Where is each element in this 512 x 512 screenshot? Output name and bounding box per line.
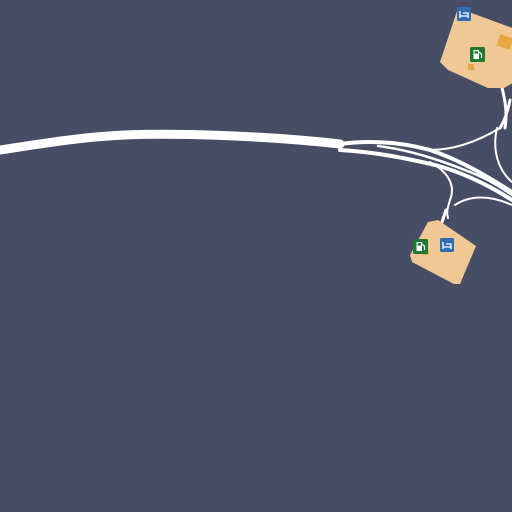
parking-area <box>468 64 474 70</box>
fuel-icon[interactable] <box>413 239 428 254</box>
lodging-icon[interactable] <box>440 238 454 252</box>
ramps-south <box>429 161 512 224</box>
fuel-icon[interactable] <box>470 47 485 62</box>
lodging-icon[interactable] <box>457 7 471 21</box>
highway-carriageway-west <box>0 129 345 155</box>
parking-area <box>496 33 512 51</box>
service-area-south[interactable] <box>410 220 476 284</box>
highway-carriageway-east-3 <box>376 144 512 197</box>
service-area-north[interactable] <box>440 7 512 88</box>
